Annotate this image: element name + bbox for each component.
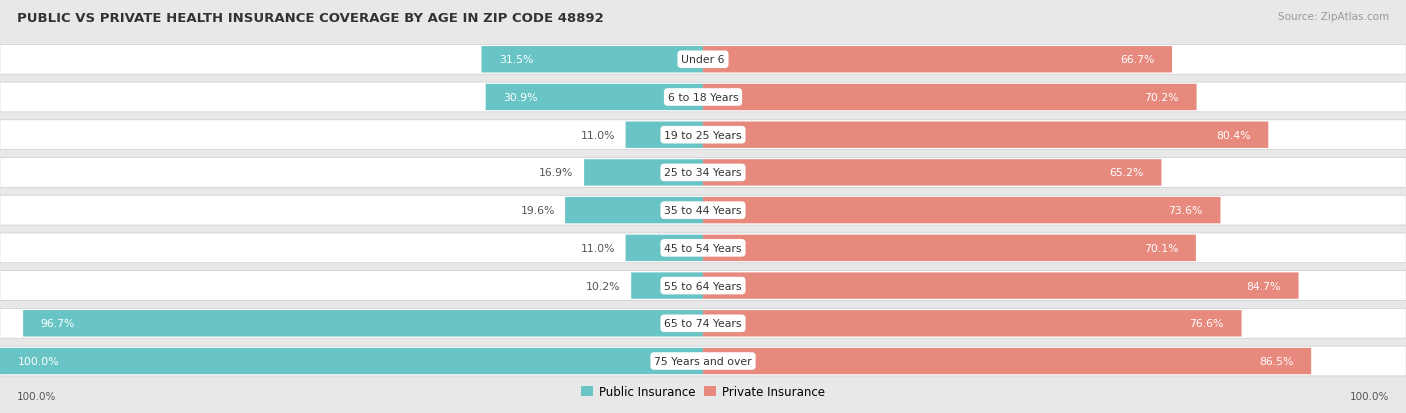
Text: Source: ZipAtlas.com: Source: ZipAtlas.com	[1278, 12, 1389, 22]
FancyBboxPatch shape	[703, 122, 1268, 149]
Text: 31.5%: 31.5%	[499, 55, 533, 65]
FancyBboxPatch shape	[565, 197, 703, 224]
FancyBboxPatch shape	[583, 160, 703, 186]
Text: 16.9%: 16.9%	[540, 168, 574, 178]
FancyBboxPatch shape	[703, 197, 1220, 224]
Text: 100.0%: 100.0%	[17, 356, 59, 366]
FancyBboxPatch shape	[0, 271, 1406, 301]
FancyBboxPatch shape	[703, 273, 1299, 299]
Text: 75 Years and over: 75 Years and over	[654, 356, 752, 366]
Legend: Public Insurance, Private Insurance: Public Insurance, Private Insurance	[576, 381, 830, 403]
FancyBboxPatch shape	[703, 235, 1197, 261]
Text: 11.0%: 11.0%	[581, 131, 616, 140]
Text: 6 to 18 Years: 6 to 18 Years	[668, 93, 738, 103]
FancyBboxPatch shape	[485, 85, 703, 111]
Text: 84.7%: 84.7%	[1247, 281, 1281, 291]
FancyBboxPatch shape	[703, 348, 1312, 374]
Text: 55 to 64 Years: 55 to 64 Years	[664, 281, 742, 291]
Text: 80.4%: 80.4%	[1216, 131, 1251, 140]
FancyBboxPatch shape	[0, 158, 1406, 188]
FancyBboxPatch shape	[0, 309, 1406, 338]
FancyBboxPatch shape	[703, 47, 1173, 73]
Text: 100.0%: 100.0%	[17, 392, 56, 401]
FancyBboxPatch shape	[0, 233, 1406, 263]
Text: 19.6%: 19.6%	[520, 206, 554, 216]
Text: 11.0%: 11.0%	[581, 243, 616, 253]
Text: 86.5%: 86.5%	[1260, 356, 1294, 366]
FancyBboxPatch shape	[0, 121, 1406, 150]
FancyBboxPatch shape	[0, 83, 1406, 113]
Text: 70.1%: 70.1%	[1143, 243, 1178, 253]
FancyBboxPatch shape	[0, 348, 703, 374]
Text: 100.0%: 100.0%	[1350, 392, 1389, 401]
Text: 76.6%: 76.6%	[1189, 318, 1223, 328]
FancyBboxPatch shape	[703, 310, 1241, 337]
Text: 65.2%: 65.2%	[1109, 168, 1144, 178]
FancyBboxPatch shape	[703, 160, 1161, 186]
FancyBboxPatch shape	[0, 196, 1406, 225]
FancyBboxPatch shape	[0, 45, 1406, 75]
Text: 30.9%: 30.9%	[503, 93, 538, 103]
Text: 96.7%: 96.7%	[41, 318, 75, 328]
Text: 66.7%: 66.7%	[1121, 55, 1154, 65]
FancyBboxPatch shape	[703, 85, 1197, 111]
Text: PUBLIC VS PRIVATE HEALTH INSURANCE COVERAGE BY AGE IN ZIP CODE 48892: PUBLIC VS PRIVATE HEALTH INSURANCE COVER…	[17, 12, 603, 25]
Text: 35 to 44 Years: 35 to 44 Years	[664, 206, 742, 216]
FancyBboxPatch shape	[631, 273, 703, 299]
Text: 65 to 74 Years: 65 to 74 Years	[664, 318, 742, 328]
Text: Under 6: Under 6	[682, 55, 724, 65]
Text: 19 to 25 Years: 19 to 25 Years	[664, 131, 742, 140]
FancyBboxPatch shape	[626, 235, 703, 261]
Text: 73.6%: 73.6%	[1168, 206, 1204, 216]
FancyBboxPatch shape	[481, 47, 703, 73]
FancyBboxPatch shape	[22, 310, 703, 337]
Text: 25 to 34 Years: 25 to 34 Years	[664, 168, 742, 178]
Text: 70.2%: 70.2%	[1144, 93, 1178, 103]
FancyBboxPatch shape	[0, 346, 1406, 376]
FancyBboxPatch shape	[626, 122, 703, 149]
Text: 45 to 54 Years: 45 to 54 Years	[664, 243, 742, 253]
Text: 10.2%: 10.2%	[586, 281, 621, 291]
